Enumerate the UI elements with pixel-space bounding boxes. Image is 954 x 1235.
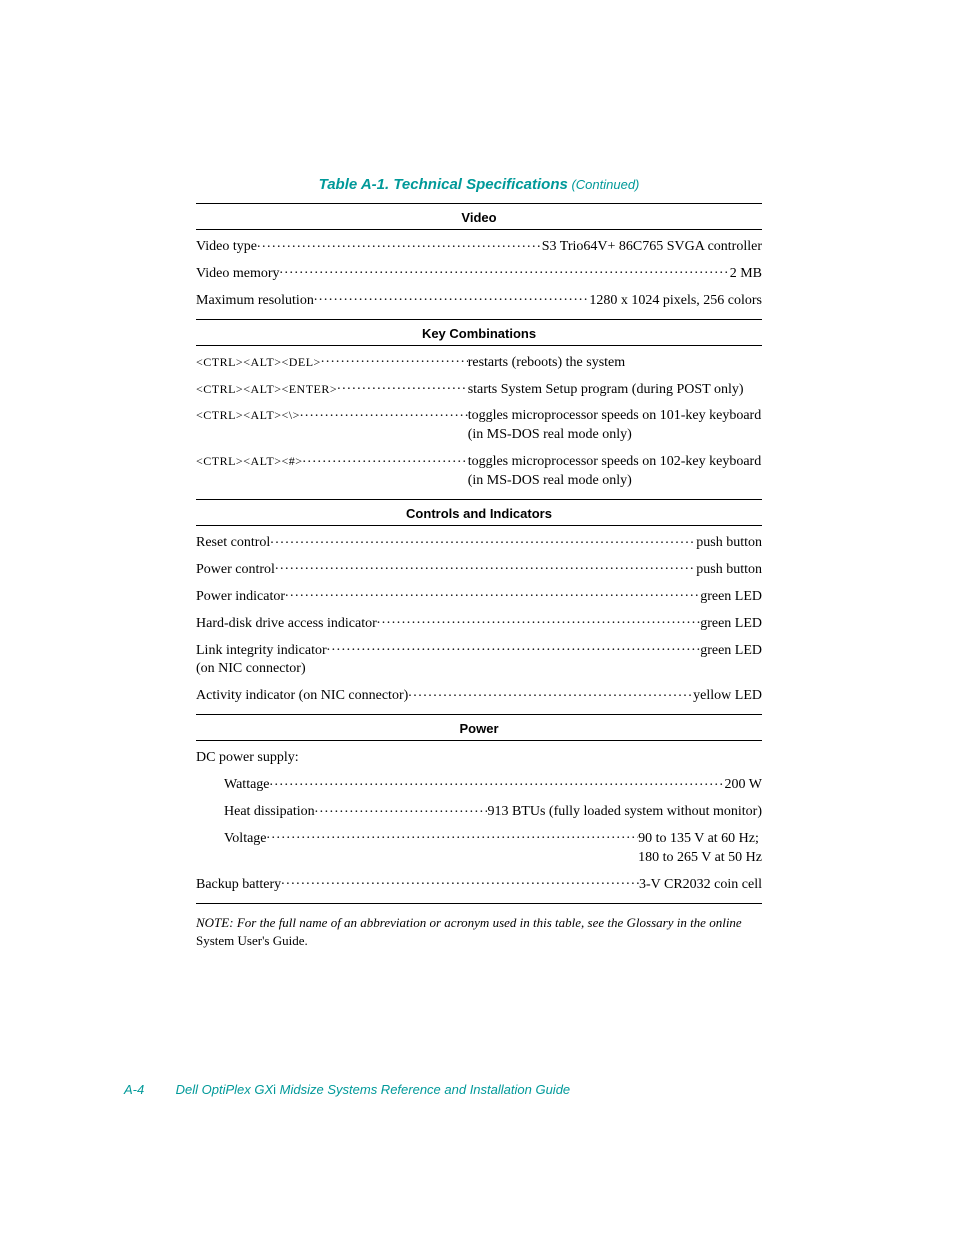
- spec-label: Hard-disk drive access indicator: [196, 615, 377, 634]
- footer-title: Dell OptiPlex GXi Midsize Systems Refere…: [176, 1082, 571, 1097]
- section-header: Key Combinations: [196, 319, 762, 346]
- spec-row: <CTRL><ALT><DEL> restarts (reboots) the s…: [196, 354, 762, 373]
- spec-label: <CTRL><ALT><DEL>: [196, 354, 321, 373]
- spec-row: Video memory 2 MB: [196, 265, 762, 284]
- document-page: Table A-1. Technical Specifications (Con…: [0, 0, 954, 1235]
- leader-dots: [377, 615, 700, 630]
- spec-label: <CTRL><ALT><\>: [196, 407, 300, 426]
- spec-label: Voltage: [196, 830, 267, 849]
- spec-row: Power control push button: [196, 561, 762, 580]
- spec-row: Wattage 200 W: [196, 776, 762, 795]
- spec-row: Reset control push button: [196, 534, 762, 553]
- spec-value: 2 MB: [730, 265, 762, 284]
- leader-dots: [280, 265, 730, 280]
- spec-label: Maximum resolution: [196, 292, 314, 311]
- spec-row: Power indicator green LED: [196, 588, 762, 607]
- spec-row: Video type S3 Trio64V+ 86C765 SVGA contro…: [196, 238, 762, 257]
- spec-value: yellow LED: [693, 687, 762, 706]
- section-header: Controls and Indicators: [196, 499, 762, 526]
- spec-value: toggles microprocessor speeds on 101-key…: [468, 407, 762, 445]
- spec-row: DC power supply:: [196, 749, 762, 768]
- spec-label: Activity indicator (on NIC connector): [196, 687, 408, 706]
- spec-label: Wattage: [196, 776, 270, 795]
- spec-value: S3 Trio64V+ 86C765 SVGA controller: [542, 238, 762, 257]
- section-header: Power: [196, 714, 762, 741]
- leader-dots: [408, 687, 693, 702]
- spec-label: <CTRL><ALT><#>: [196, 453, 303, 472]
- leader-dots: [337, 381, 468, 396]
- spec-row: Heat dissipation 913 BTUs (fully loaded s…: [196, 803, 762, 822]
- note-tail: System User's Guide.: [196, 933, 308, 948]
- page-footer: A-4 Dell OptiPlex GXi Midsize Systems Re…: [124, 1082, 570, 1097]
- spec-value: 3-V CR2032 coin cell: [639, 876, 762, 895]
- table-bottom-rule: [196, 903, 762, 904]
- spec-value: restarts (reboots) the system: [468, 354, 762, 373]
- spec-row: Maximum resolution 1280 x 1024 pixels, 25…: [196, 292, 762, 311]
- leader-dots: [285, 588, 700, 603]
- leader-dots: [275, 561, 696, 576]
- spec-row: <CTRL><ALT><ENTER> starts System Setup pr…: [196, 381, 762, 400]
- leader-dots: [267, 830, 639, 845]
- leader-dots: [327, 642, 701, 657]
- leader-dots: [270, 776, 725, 791]
- spec-row: Hard-disk drive access indicator green LE…: [196, 615, 762, 634]
- spec-row: Backup battery 3-V CR2032 coin cell: [196, 876, 762, 895]
- table-title-continued: (Continued): [568, 177, 640, 192]
- spec-value: starts System Setup program (during POST…: [468, 381, 762, 400]
- leader-dots: [257, 238, 542, 253]
- spec-row: Voltage 90 to 135 V at 60 Hz;180 to 265 V…: [196, 830, 762, 868]
- leader-dots: [315, 803, 488, 818]
- leader-dots: [281, 876, 639, 891]
- spec-row: <CTRL><ALT><\> toggles microprocessor spe…: [196, 407, 762, 445]
- spec-value: toggles microprocessor speeds on 102-key…: [468, 453, 762, 491]
- leader-dots: [321, 354, 468, 369]
- section-header: Video: [196, 203, 762, 230]
- spec-label: DC power supply:: [196, 749, 299, 768]
- spec-label: Video memory: [196, 265, 280, 284]
- table-title-main: Table A-1. Technical Specifications: [319, 176, 568, 193]
- spec-row: Link integrity indicator(on NIC connecto…: [196, 642, 762, 680]
- spec-row: Activity indicator (on NIC connector) yel…: [196, 687, 762, 706]
- leader-dots: [314, 292, 590, 307]
- spec-label: Power indicator: [196, 588, 285, 607]
- spec-value: green LED: [700, 615, 762, 634]
- specifications-table: Video Video type S3 Trio64V+ 86C765 SVGA c…: [196, 203, 762, 904]
- note-body: For the full name of an abbreviation or …: [234, 915, 742, 930]
- spec-value: green LED: [700, 588, 762, 607]
- table-note: NOTE: For the full name of an abbreviati…: [196, 914, 762, 950]
- page-number: A-4: [124, 1082, 172, 1097]
- spec-value: green LED: [700, 642, 762, 661]
- spec-value: 200 W: [725, 776, 762, 795]
- spec-label: Video type: [196, 238, 257, 257]
- note-lead: NOTE:: [196, 915, 234, 930]
- spec-label: Power control: [196, 561, 275, 580]
- spec-row: <CTRL><ALT><#> toggles microprocessor spe…: [196, 453, 762, 491]
- leader-dots: [303, 453, 468, 468]
- leader-dots: [300, 407, 468, 422]
- spec-label: <CTRL><ALT><ENTER>: [196, 381, 337, 400]
- spec-value: 913 BTUs (fully loaded system without mo…: [487, 803, 762, 822]
- spec-value: 90 to 135 V at 60 Hz;180 to 265 V at 50 …: [638, 830, 762, 868]
- table-title: Table A-1. Technical Specifications (Con…: [196, 176, 762, 193]
- spec-value: push button: [696, 561, 762, 580]
- spec-label: Link integrity indicator(on NIC connecto…: [196, 642, 327, 680]
- spec-value: push button: [696, 534, 762, 553]
- leader-dots: [270, 534, 696, 549]
- spec-label: Backup battery: [196, 876, 281, 895]
- spec-label: Heat dissipation: [196, 803, 315, 822]
- spec-label: Reset control: [196, 534, 270, 553]
- spec-value: 1280 x 1024 pixels, 256 colors: [589, 292, 762, 311]
